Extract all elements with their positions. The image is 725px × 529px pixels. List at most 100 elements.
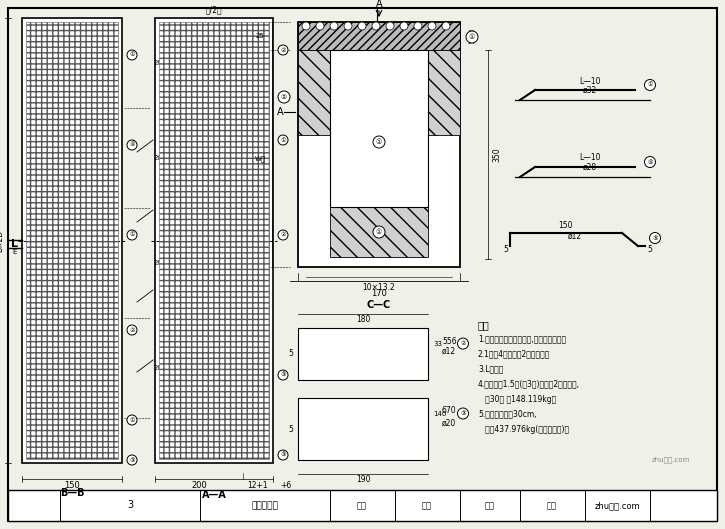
Text: 200: 200 bbox=[191, 481, 207, 490]
Text: 图号: 图号 bbox=[547, 501, 557, 510]
Text: A: A bbox=[277, 107, 283, 117]
Bar bbox=[298, 328, 428, 380]
Text: 200: 200 bbox=[154, 365, 167, 371]
Text: ②: ② bbox=[280, 48, 286, 52]
Text: 190: 190 bbox=[356, 476, 370, 485]
Text: ø20: ø20 bbox=[442, 418, 456, 427]
Text: ②: ② bbox=[129, 327, 135, 333]
Text: 200: 200 bbox=[154, 60, 167, 66]
Text: 170: 170 bbox=[371, 289, 387, 298]
Bar bbox=[8, 490, 717, 521]
Text: W口: W口 bbox=[254, 155, 265, 162]
Text: ①: ① bbox=[469, 34, 475, 40]
Circle shape bbox=[316, 22, 324, 30]
Text: ③: ③ bbox=[460, 411, 465, 416]
Text: 24: 24 bbox=[468, 41, 476, 45]
Text: 5: 5 bbox=[647, 245, 652, 254]
Text: ①: ① bbox=[376, 229, 382, 235]
Text: 10×13.2: 10×13.2 bbox=[362, 282, 395, 291]
Circle shape bbox=[400, 22, 408, 30]
Text: 4.桐顶上共1.5米(关3米)断面加2号筋断面,: 4.桐顶上共1.5米(关3米)断面加2号筋断面, bbox=[478, 379, 580, 388]
Text: 设计: 设计 bbox=[357, 501, 367, 510]
Text: A: A bbox=[376, 0, 382, 9]
Text: 共重437.976kg(含光圆断头)。: 共重437.976kg(含光圆断头)。 bbox=[478, 424, 569, 433]
Circle shape bbox=[457, 408, 468, 419]
Text: ①: ① bbox=[129, 233, 135, 238]
Bar bbox=[298, 398, 428, 460]
Circle shape bbox=[127, 455, 137, 465]
Circle shape bbox=[278, 91, 290, 103]
Circle shape bbox=[127, 415, 137, 425]
Text: ①: ① bbox=[129, 417, 135, 423]
Text: ③: ③ bbox=[280, 372, 286, 378]
Text: L: L bbox=[12, 239, 19, 249]
Text: 5.桐内筋间距为30cm,: 5.桐内筋间距为30cm, bbox=[478, 409, 536, 418]
Text: 12+1: 12+1 bbox=[248, 481, 268, 490]
Circle shape bbox=[428, 22, 436, 30]
Text: 杠柱样筋图: 杠柱样筋图 bbox=[252, 501, 278, 510]
Circle shape bbox=[650, 233, 660, 243]
Text: C—C: C—C bbox=[367, 300, 391, 310]
Bar bbox=[298, 22, 460, 50]
Text: 150: 150 bbox=[558, 221, 572, 230]
Text: ②: ② bbox=[281, 94, 287, 100]
Text: ①: ① bbox=[647, 83, 653, 87]
Circle shape bbox=[278, 135, 288, 145]
Text: 670: 670 bbox=[442, 406, 457, 415]
Circle shape bbox=[645, 79, 655, 90]
Text: 556: 556 bbox=[442, 336, 457, 345]
Bar bbox=[155, 18, 273, 463]
Text: ③: ③ bbox=[129, 458, 135, 462]
Text: 共30根 共148.119kg，: 共30根 共148.119kg， bbox=[478, 395, 556, 404]
Text: ø12: ø12 bbox=[442, 347, 456, 356]
Circle shape bbox=[330, 22, 338, 30]
Circle shape bbox=[373, 226, 385, 238]
Bar bbox=[26, 22, 118, 459]
Circle shape bbox=[127, 230, 137, 240]
Text: +6: +6 bbox=[280, 481, 291, 490]
Bar bbox=[159, 22, 269, 459]
Circle shape bbox=[457, 338, 468, 349]
Text: ③: ③ bbox=[280, 452, 286, 458]
Text: 5: 5 bbox=[503, 245, 508, 254]
Text: 夏样: 夏样 bbox=[422, 501, 432, 510]
Circle shape bbox=[386, 22, 394, 30]
Text: 5: 5 bbox=[288, 424, 293, 433]
Text: L—10: L—10 bbox=[579, 153, 601, 162]
Text: 33: 33 bbox=[433, 341, 442, 346]
Circle shape bbox=[372, 22, 380, 30]
Text: ø12: ø12 bbox=[568, 232, 582, 241]
Bar bbox=[298, 50, 330, 135]
Circle shape bbox=[127, 325, 137, 335]
Text: 200: 200 bbox=[154, 155, 167, 161]
Text: B×2D: B×2D bbox=[0, 230, 4, 252]
Text: A—A: A—A bbox=[202, 490, 226, 500]
Text: 150: 150 bbox=[64, 481, 80, 490]
Bar bbox=[22, 18, 122, 463]
Bar bbox=[428, 50, 460, 135]
Circle shape bbox=[645, 157, 655, 168]
Text: 25: 25 bbox=[468, 30, 476, 34]
Circle shape bbox=[278, 450, 288, 460]
Text: zhu建网.com: zhu建网.com bbox=[652, 457, 690, 463]
Text: L—10: L—10 bbox=[579, 77, 601, 86]
Text: 180: 180 bbox=[356, 315, 370, 324]
Text: 核校: 核校 bbox=[485, 501, 495, 510]
Circle shape bbox=[373, 136, 385, 148]
Circle shape bbox=[278, 45, 288, 55]
Circle shape bbox=[127, 50, 137, 60]
Circle shape bbox=[278, 370, 288, 380]
Circle shape bbox=[414, 22, 422, 30]
Circle shape bbox=[278, 230, 288, 240]
Bar bbox=[298, 22, 460, 267]
Text: 350: 350 bbox=[492, 147, 502, 162]
Text: 顶/2号: 顶/2号 bbox=[206, 5, 223, 14]
Circle shape bbox=[466, 31, 478, 43]
Bar bbox=[330, 50, 428, 207]
Text: ①: ① bbox=[280, 138, 286, 142]
Text: 5: 5 bbox=[288, 350, 293, 359]
Text: 备注: 备注 bbox=[478, 320, 490, 330]
Text: ①: ① bbox=[129, 52, 135, 58]
Text: ②: ② bbox=[460, 341, 465, 346]
Text: ④: ④ bbox=[647, 160, 653, 165]
